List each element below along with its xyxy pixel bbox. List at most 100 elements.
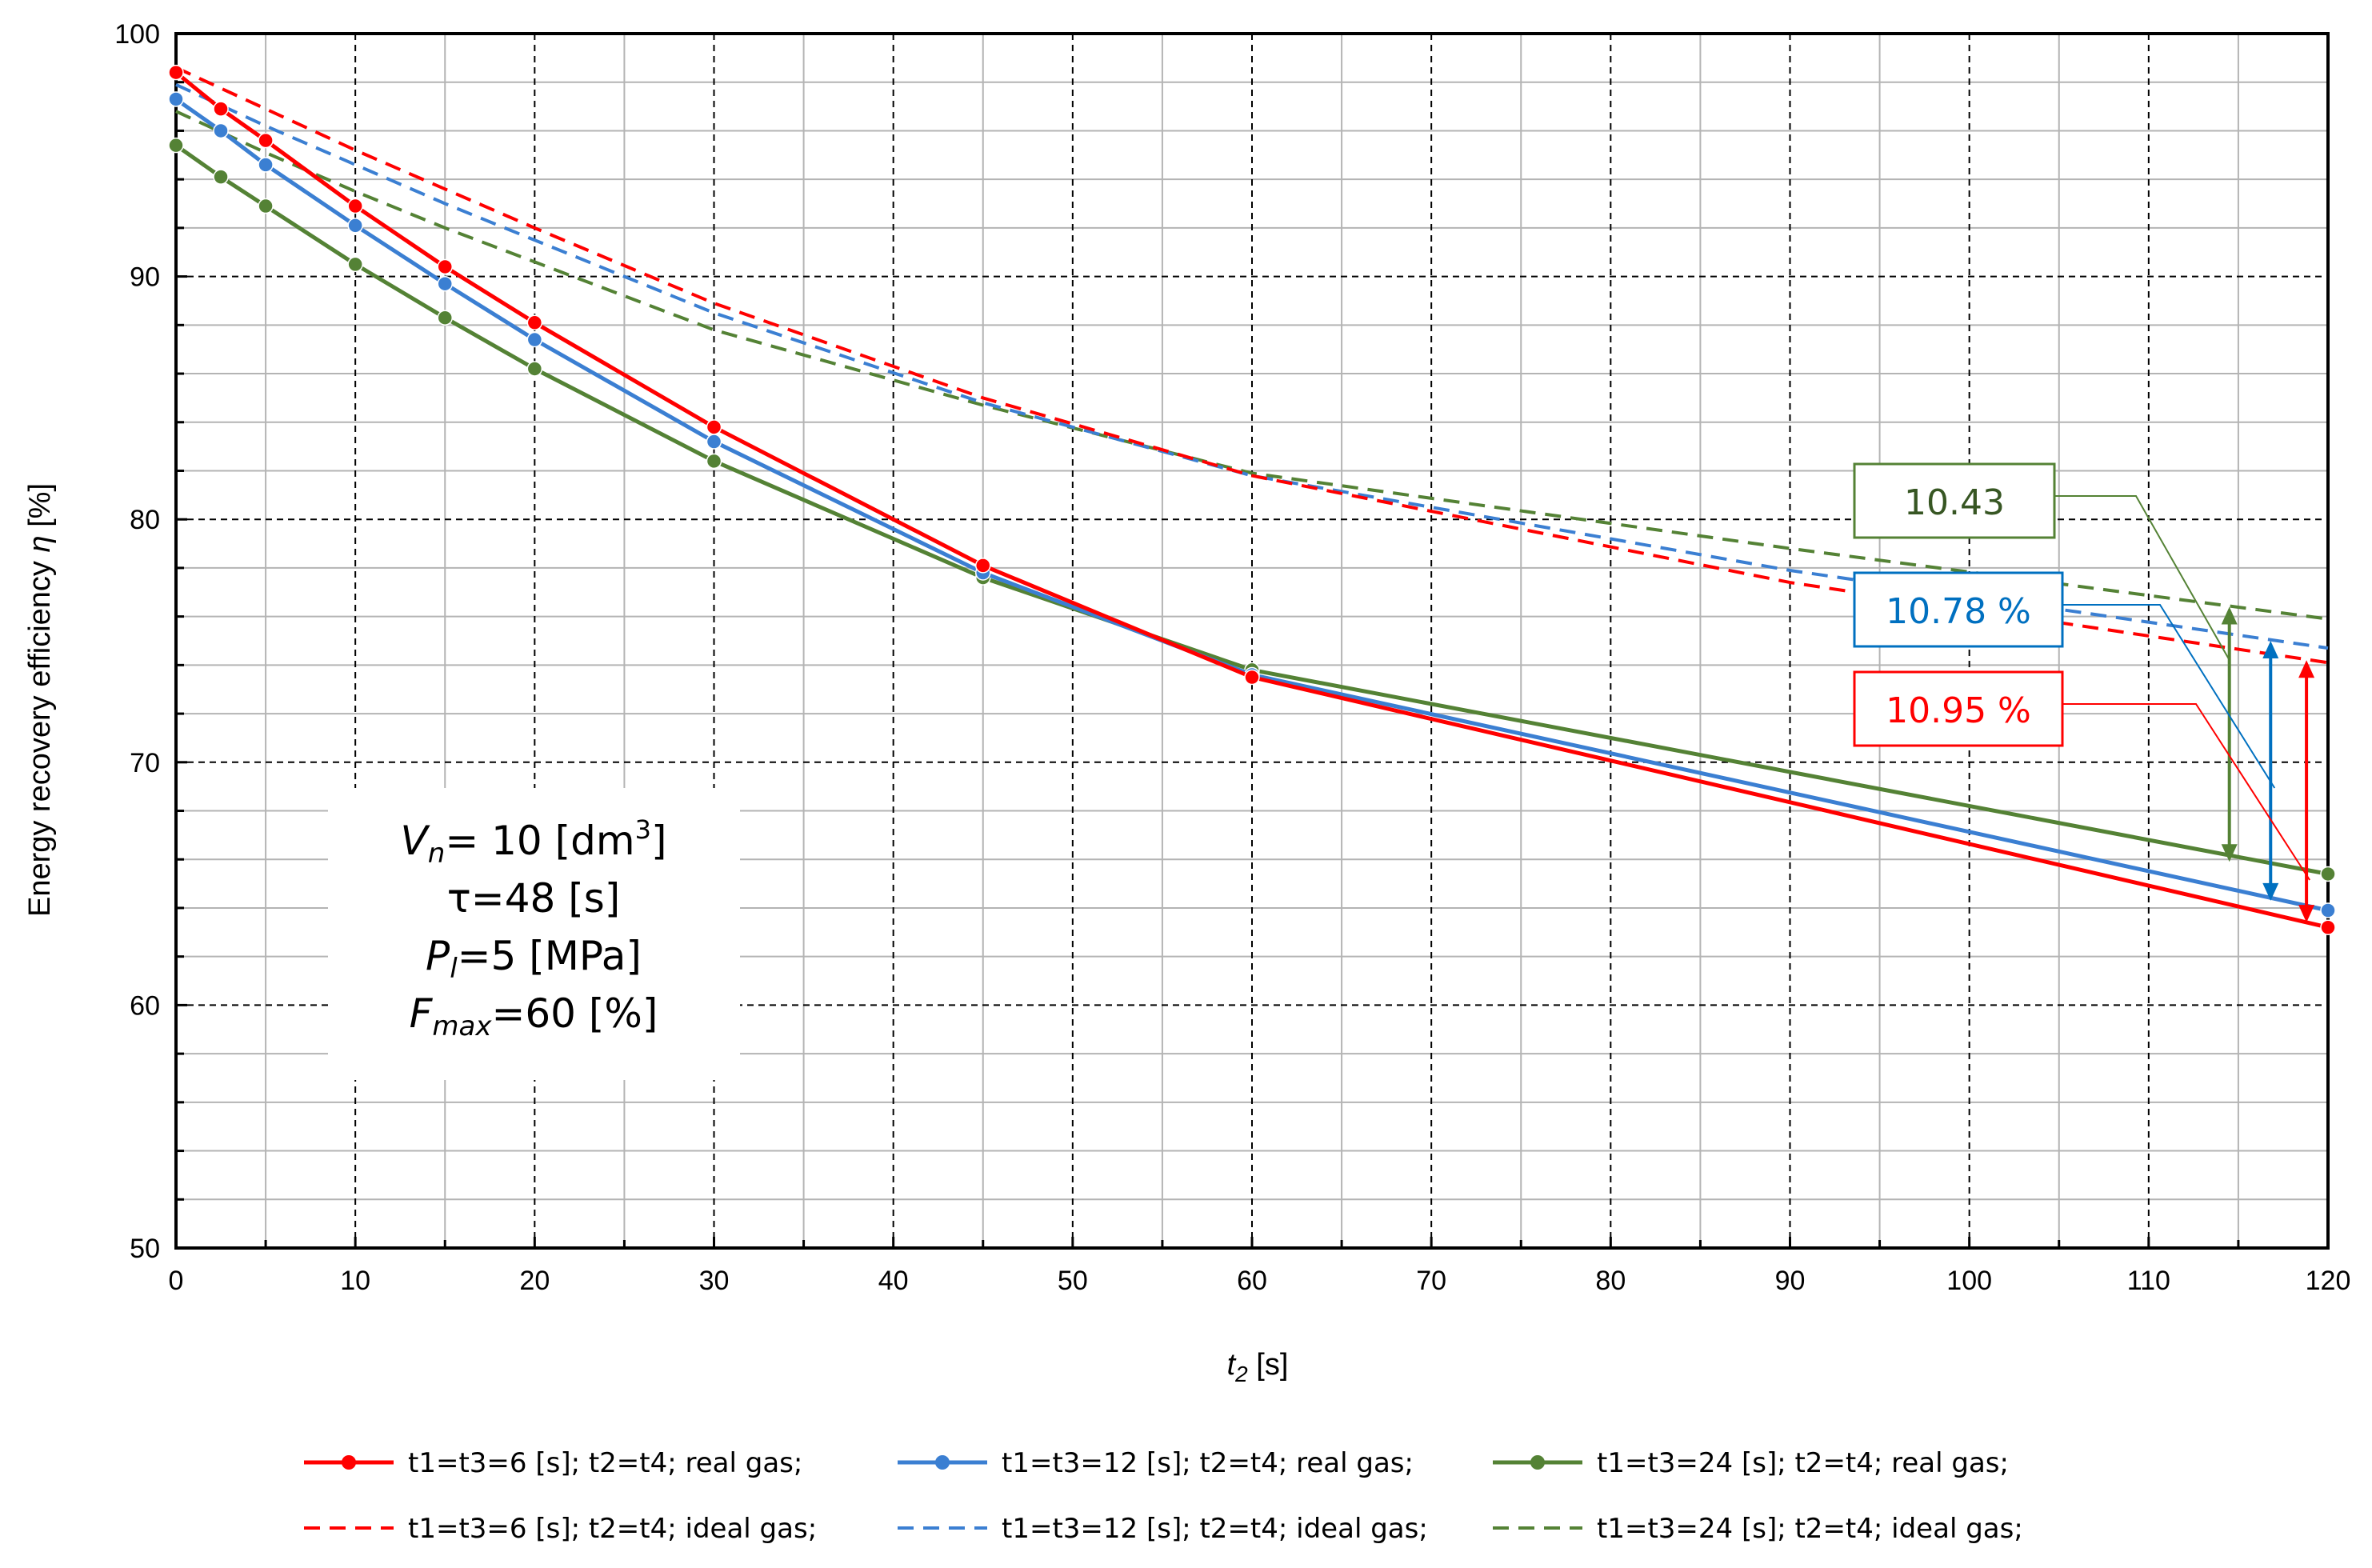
annotation-3: 10.95 % (1853, 660, 2315, 923)
series-line (175, 82, 2329, 650)
series-point (2320, 919, 2336, 935)
x-tick-label: 50 (1058, 1266, 1088, 1296)
series-point (526, 331, 543, 348)
legend-item-3: t1=t3=24 [s]; t2=t4; real gas; (1493, 1447, 2009, 1479)
legend-label: t1=t3=12 [s]; t2=t4; ideal gas; (1002, 1513, 1428, 1545)
x-tick-label: 80 (1595, 1266, 1626, 1296)
info-tau: τ=48 [s] (447, 875, 621, 922)
series-1 (168, 64, 2336, 935)
x-axis-title: t2 [s] (1227, 1348, 1289, 1386)
legend: t1=t3=6 [s]; t2=t4; real gas; t1=t3=12 [s… (304, 1447, 2023, 1545)
legend-item-4: t1=t3=6 [s]; t2=t4; ideal gas; (304, 1513, 817, 1545)
y-axis-title-symbol: η (23, 535, 57, 552)
x-tick-label: 10 (340, 1266, 370, 1296)
annotation-arrowhead-down (2298, 905, 2315, 923)
legend-item-5: t1=t3=12 [s]; t2=t4; ideal gas; (898, 1513, 1428, 1545)
info-fmax-sub: max (432, 1010, 492, 1042)
series-line (175, 66, 2329, 665)
series-point (526, 314, 543, 331)
y-axis-title-suffix: [%] (23, 483, 57, 535)
x-tick-label: 60 (1237, 1266, 1267, 1296)
x-tick-label: 20 (519, 1266, 550, 1296)
annotation-label: 10.78 % (1886, 591, 2031, 632)
series-point (437, 310, 453, 326)
parameters-box-background (328, 788, 740, 1080)
series-point (168, 91, 184, 107)
series-point (706, 419, 722, 435)
series-5 (175, 82, 2329, 650)
series-6 (175, 110, 2329, 621)
info-volume-end: ] (651, 818, 667, 864)
info-fmax-rest: =60 [%] (491, 990, 658, 1037)
x-tick-label: 120 (2306, 1266, 2351, 1296)
x-tick-label: 110 (2127, 1266, 2170, 1296)
x-tick-label: 100 (1946, 1266, 1992, 1296)
legend-item-6: t1=t3=24 [s]; t2=t4; ideal gas; (1493, 1513, 2023, 1545)
annotation-leader-line (2054, 495, 2230, 661)
series-line (174, 97, 2329, 913)
series-point (168, 64, 184, 81)
series-point (213, 169, 229, 185)
annotation-arrowhead-down (2262, 882, 2279, 901)
annotation-2: 10.78 % (1853, 571, 2279, 901)
legend-swatch-marker (342, 1455, 356, 1470)
series-point (168, 137, 184, 154)
x-axis-title-sub: 2 (1234, 1362, 1248, 1386)
legend-label: t1=t3=6 [s]; t2=t4; real gas; (408, 1447, 802, 1479)
info-volume: Vn= 10 [dm3] (401, 814, 667, 870)
info-pressure-var: P (426, 933, 450, 979)
y-axis-title-prefix: Energy recovery efficiency (23, 553, 57, 918)
series-point (213, 122, 229, 139)
y-tick-label: 60 (130, 990, 160, 1021)
annotation-1: 10.43 (1853, 462, 2238, 862)
series-point (347, 256, 363, 273)
y-tick-labels: 50 60 70 80 90 100 (114, 19, 160, 1264)
annotation-layer: 10.43 10.78 % 10.95 % (1853, 462, 2315, 923)
series-point (2320, 902, 2336, 918)
legend-label: t1=t3=12 [s]; t2=t4; real gas; (1002, 1447, 1414, 1479)
annotation-arrowhead-down (2221, 844, 2238, 862)
series-point (258, 198, 274, 214)
x-tick-label: 40 (878, 1266, 909, 1296)
legend-label: t1=t3=6 [s]; t2=t4; ideal gas; (408, 1513, 817, 1545)
series-point (437, 275, 453, 292)
info-volume-var: V (401, 818, 431, 864)
series-4 (175, 66, 2329, 665)
info-pressure: Pl=5 [MPa] (426, 933, 642, 985)
annotation-arrowhead-up (2298, 660, 2315, 678)
info-pressure-sub: l (450, 953, 458, 985)
annotation-box (1853, 571, 2064, 648)
legend-item-1: t1=t3=6 [s]; t2=t4; real gas; (304, 1447, 802, 1479)
series-point (213, 101, 229, 117)
info-pressure-rest: =5 [MPa] (458, 933, 642, 979)
info-fmax-var: F (410, 990, 434, 1037)
series-point (706, 453, 722, 470)
x-axis-title-unit: [s] (1248, 1348, 1289, 1382)
parameters-box: Vn= 10 [dm3] τ=48 [s] Pl=5 [MPa] Fmax=60… (328, 788, 740, 1080)
series-point (706, 434, 722, 450)
annotation-leader-line (2062, 604, 2276, 789)
annotation-box (1853, 670, 2064, 747)
series-layer (168, 64, 2336, 935)
x-tick-label: 30 (699, 1266, 730, 1296)
legend-label: t1=t3=24 [s]; t2=t4; real gas; (1597, 1447, 2009, 1479)
series-line (175, 110, 2329, 621)
x-tick-label: 90 (1775, 1266, 1806, 1296)
series-point (347, 198, 363, 214)
series-point (2320, 866, 2336, 882)
legend-item-2: t1=t3=12 [s]; t2=t4; real gas; (898, 1447, 1414, 1479)
y-tick-label: 80 (130, 505, 160, 535)
annotation-label: 10.43 (1904, 482, 2005, 523)
y-tick-label: 50 (130, 1234, 160, 1264)
annotation-box (1853, 462, 2056, 539)
annotation-arrowhead-up (2262, 641, 2279, 658)
axis-tick-marks (174, 32, 2330, 1250)
legend-swatch-marker (935, 1455, 950, 1470)
series-point (526, 361, 543, 377)
x-axis-title-var: t (1227, 1348, 1237, 1382)
y-axis-title: Energy recovery efficiency η [%] (23, 483, 57, 917)
annotation-leader-line (2062, 703, 2310, 881)
info-volume-sup: 3 (635, 814, 651, 845)
